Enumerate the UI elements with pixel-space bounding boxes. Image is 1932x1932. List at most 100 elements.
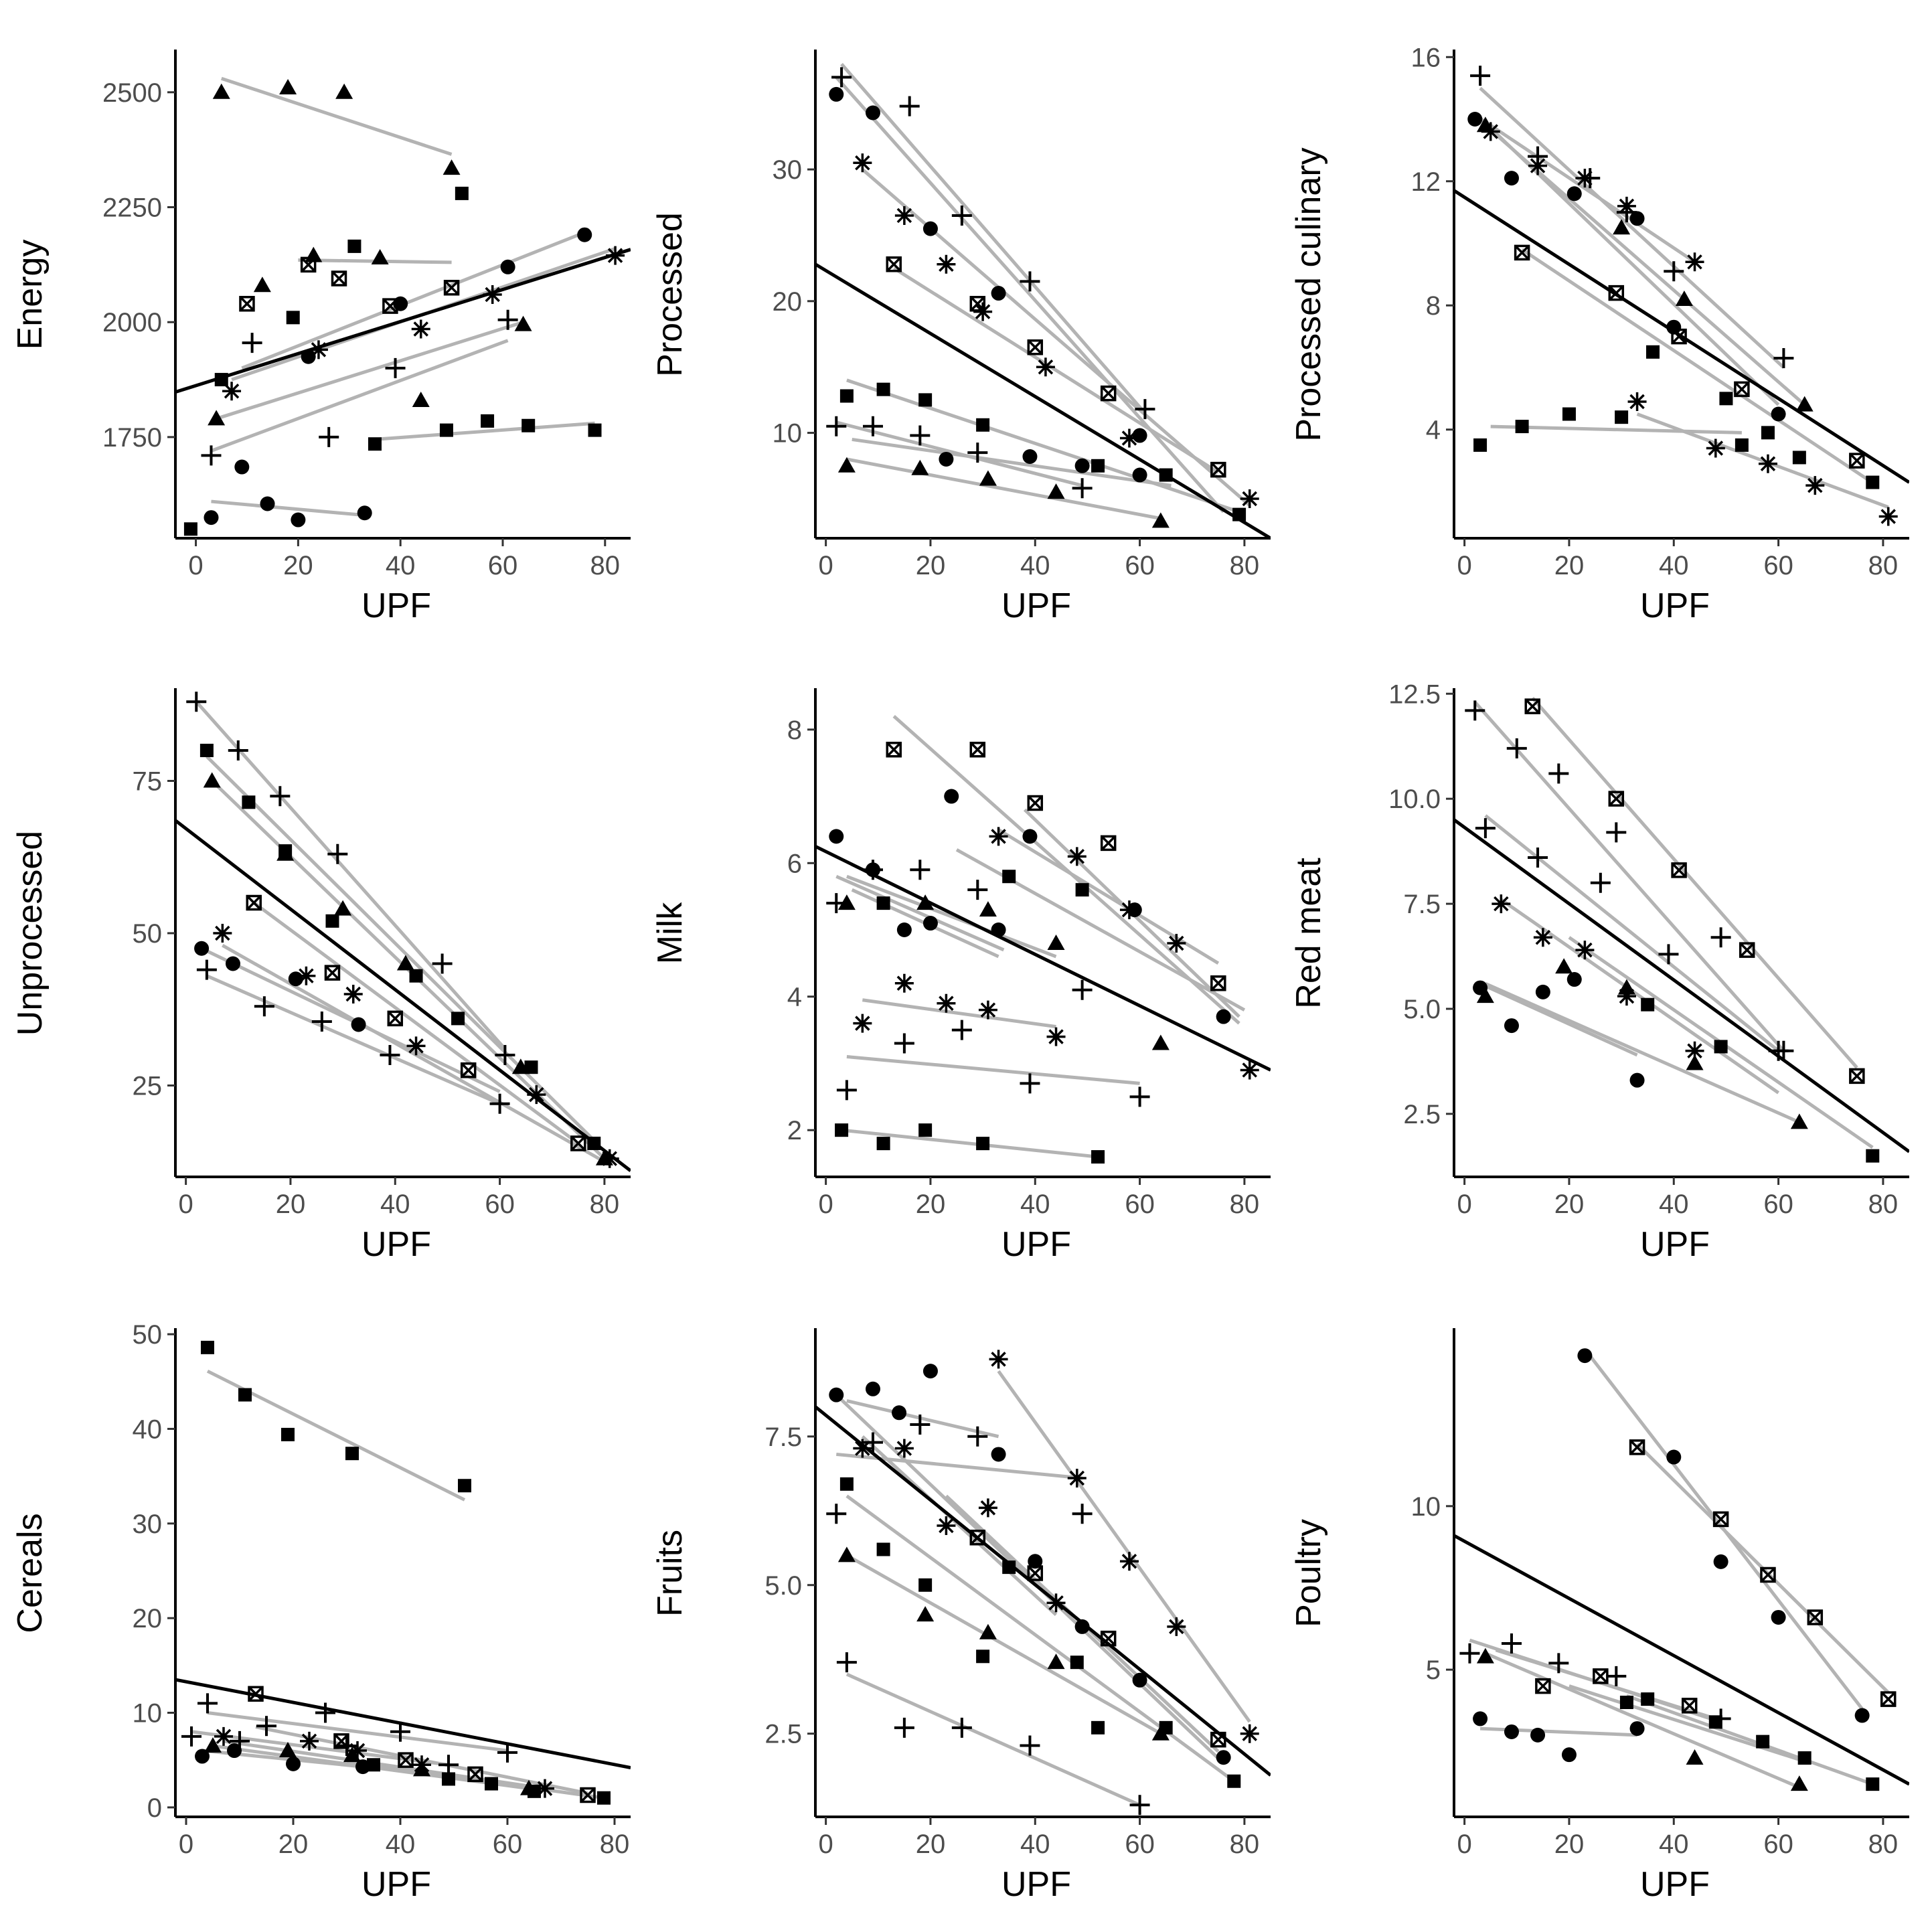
- data-point-star: [1533, 928, 1552, 947]
- group-fit-line: [1473, 701, 1785, 1052]
- panel-energy: 0 20 40 60 80 1750 2000 2250 2500 UPF Energy: [11, 50, 631, 625]
- group-fit-line: [862, 998, 1056, 1029]
- data-point-triangle: [979, 1623, 997, 1639]
- data-point-star: [937, 1516, 956, 1535]
- data-point-square: [201, 1340, 214, 1354]
- data-point-star: [1119, 900, 1139, 920]
- data-point-circle: [577, 227, 592, 242]
- data-point-circle: [1504, 1018, 1519, 1034]
- y-tick-label: 30: [773, 155, 803, 185]
- data-point-square: [1159, 468, 1173, 482]
- data-point-square: [521, 418, 536, 432]
- data-point-plus: [196, 959, 217, 980]
- group-fit-line: [1568, 1684, 1805, 1763]
- data-point-star: [222, 382, 242, 401]
- data-point-circle: [829, 829, 844, 844]
- data-point-circle: [204, 510, 219, 526]
- data-point-circle: [1566, 186, 1582, 202]
- data-point-plus: [228, 740, 248, 760]
- data-point-plus: [1606, 1666, 1627, 1686]
- plot-area-red-meat: [1454, 696, 1909, 1163]
- data-point-star: [600, 1149, 619, 1168]
- x-axis-title: UPF: [1001, 1225, 1071, 1264]
- data-point-star: [1878, 507, 1898, 526]
- group-fit-line: [861, 1435, 1058, 1616]
- data-point-circle: [1473, 1711, 1488, 1726]
- x-tick-label: 40: [380, 1190, 410, 1219]
- data-point-triangle: [1790, 1775, 1808, 1791]
- y-axis-title: Milk: [651, 902, 690, 964]
- data-point-boxx: [570, 1135, 586, 1151]
- x-tick-label: 80: [590, 1190, 620, 1219]
- y-tick-label: 0: [147, 1793, 162, 1823]
- group-fit-line: [195, 700, 507, 1050]
- group-fit-line: [997, 1370, 1251, 1723]
- data-point-plus: [1501, 1633, 1522, 1654]
- data-point-triangle: [279, 78, 297, 94]
- data-point-square: [1091, 459, 1105, 473]
- data-point-circle: [1535, 984, 1550, 999]
- x-axis-title: UPF: [361, 1865, 431, 1904]
- data-point-triangle: [1675, 290, 1693, 306]
- y-tick-label: 12: [1411, 167, 1441, 197]
- panel-fruits: 0 20 40 60 80 2.5 5.0 7.5 UPF Fruits: [651, 1328, 1271, 1904]
- y-tick-label: 5: [1426, 1656, 1441, 1685]
- data-point-triangle: [253, 276, 271, 293]
- data-point-triangle: [412, 391, 430, 407]
- data-point-square: [455, 186, 469, 200]
- data-point-plus: [315, 1702, 335, 1723]
- x-tick-label: 20: [1554, 1190, 1585, 1219]
- data-point-boxx: [248, 1686, 264, 1702]
- y-axis-title: Unprocessed: [11, 831, 50, 1036]
- x-tick-label: 80: [1230, 1830, 1260, 1859]
- data-point-plus: [1129, 1086, 1150, 1107]
- data-point-circle: [865, 105, 880, 120]
- data-point-square: [345, 1447, 359, 1461]
- panel-processed-culinary: 0 20 40 60 80 4 8 12 16 UPF Processed culinary: [1289, 43, 1909, 625]
- data-point-plus: [862, 416, 883, 436]
- y-tick-label: 12.5: [1388, 679, 1441, 709]
- data-point-star: [606, 246, 625, 265]
- data-point-square: [1473, 438, 1487, 452]
- data-point-plus: [910, 1415, 931, 1435]
- data-point-plus: [1470, 66, 1491, 86]
- data-point-boxx: [969, 742, 986, 758]
- data-point-square: [1761, 426, 1775, 440]
- group-fit-line: [846, 1399, 999, 1439]
- data-point-star: [853, 1439, 872, 1458]
- data-point-triangle: [1047, 934, 1065, 950]
- data-point-square: [481, 414, 495, 428]
- x-tick-label: 60: [1125, 551, 1155, 580]
- data-point-square: [1002, 1560, 1016, 1575]
- data-point-boxx: [1880, 1691, 1897, 1707]
- data-point-circle: [1504, 171, 1519, 186]
- data-point-square: [1708, 1715, 1722, 1729]
- x-tick-label: 60: [1763, 1830, 1793, 1859]
- data-point-plus: [311, 1011, 332, 1032]
- data-point-plus: [1664, 261, 1684, 282]
- data-point-triangle: [371, 249, 389, 265]
- data-point-boxx: [387, 1010, 404, 1027]
- data-point-star: [1575, 941, 1595, 960]
- data-point-square: [1619, 1695, 1633, 1709]
- data-point-square: [1866, 475, 1880, 489]
- data-point-star: [853, 153, 872, 173]
- data-point-star: [894, 973, 914, 993]
- panel-cereals: 0 20 40 60 80 0 10 20 30 40 50 UPF Cereals: [11, 1320, 631, 1904]
- data-point-plus: [1506, 738, 1527, 758]
- data-point-square: [1091, 1720, 1105, 1735]
- data-point-circle: [260, 496, 275, 511]
- overall-fit-line: [175, 819, 631, 1172]
- data-point-circle: [939, 451, 954, 467]
- data-point-circle: [227, 1743, 242, 1759]
- data-point-square: [588, 423, 602, 437]
- y-axis-title: Red meat: [1289, 858, 1328, 1009]
- data-point-star: [978, 1000, 997, 1020]
- data-point-plus: [1548, 763, 1569, 784]
- data-point-triangle: [442, 159, 461, 175]
- data-point-square: [976, 1649, 990, 1664]
- group-fit-line: [1484, 982, 1800, 1124]
- data-point-star: [1036, 357, 1055, 377]
- data-point-plus: [899, 96, 920, 116]
- data-point-boxx: [1514, 244, 1530, 261]
